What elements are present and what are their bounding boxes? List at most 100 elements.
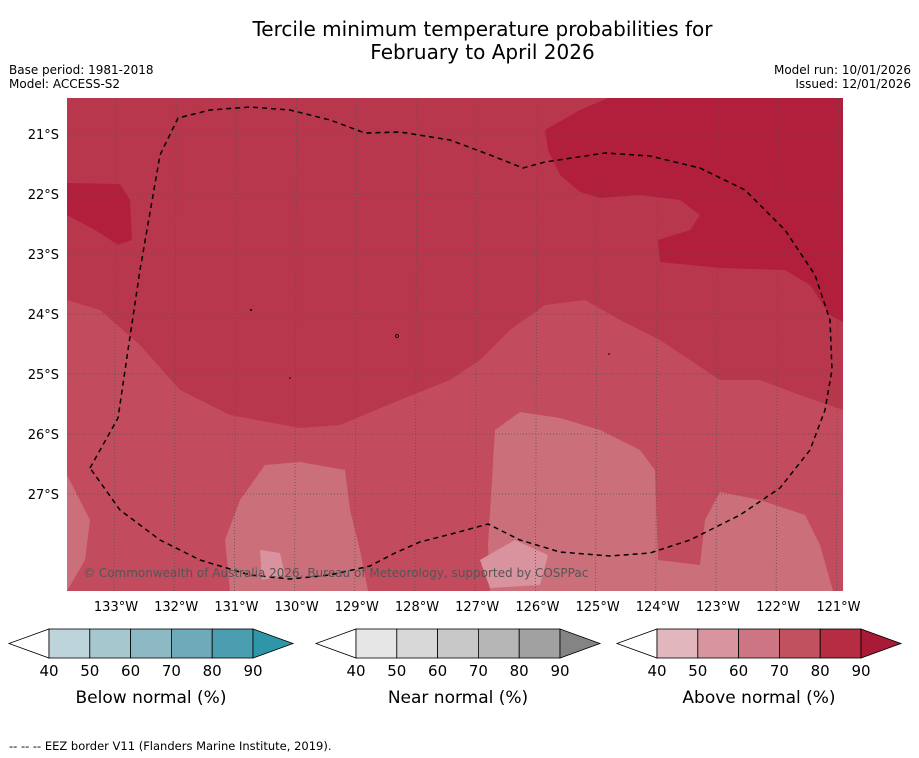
model-label: Model: ACCESS-S2 <box>9 77 121 91</box>
colorbar-max-extension <box>559 628 602 659</box>
colorbar-tick-label: 60 <box>729 662 748 680</box>
lon-gridline <box>715 98 719 591</box>
region-70-east <box>488 412 833 591</box>
colorbar-label: Below normal (%) <box>76 688 227 708</box>
colorbar-segment <box>437 628 479 659</box>
colorbar-max-extension <box>860 628 903 659</box>
colorbar-tick-label: 50 <box>80 662 99 680</box>
colorbar-segment <box>355 628 398 659</box>
colorbar-min-extension <box>615 628 658 659</box>
colorbar-segment <box>130 628 172 659</box>
map-plot <box>67 98 843 591</box>
lat-label: 23°S <box>28 248 59 263</box>
meta-right: Model run: 10/01/2026 Issued: 12/01/2026 <box>774 63 911 91</box>
lon-gridline <box>836 98 839 591</box>
lon-label: 130°W <box>275 600 319 615</box>
colorbars: 40 50 60 70 80 90 Below normal (%) 40 50 60 70 80 90… <box>7 628 903 708</box>
colorbar-label: Near normal (%) <box>388 688 528 708</box>
lat-label: 25°S <box>28 368 59 383</box>
colorbar-label: Above normal (%) <box>682 688 835 708</box>
colorbar-tick-label: 70 <box>770 662 789 680</box>
model-run-label: Model run: 10/01/2026 <box>773 63 911 77</box>
island-1 <box>250 309 252 311</box>
colorbar-tick-label: 60 <box>121 662 140 680</box>
lon-gridline <box>173 98 177 591</box>
footer-note: -- -- -- EEZ border V11 (Flanders Marine… <box>9 739 332 753</box>
colorbar-segment <box>656 628 699 659</box>
lat-gridlines <box>67 133 843 495</box>
lon-label: 125°W <box>576 600 620 615</box>
colorbar-segment <box>211 628 254 659</box>
lon-gridline <box>655 98 659 591</box>
colorbar-tick-label: 50 <box>688 662 707 680</box>
eez-border <box>89 106 833 580</box>
base-period-label: Base period: 1981-2018 <box>9 63 154 77</box>
colorbar-tick-label: 50 <box>387 662 406 680</box>
lon-gridline <box>354 98 358 591</box>
map-title: Tercile minimum temperature probabilitie… <box>0 18 919 64</box>
region-60-a <box>260 550 285 580</box>
colorbar-tick-label: 40 <box>39 662 58 680</box>
lon-gridline <box>595 98 598 591</box>
colorbar-segment <box>697 628 739 659</box>
colorbar-tick-label: 70 <box>162 662 181 680</box>
island-3 <box>395 334 399 338</box>
lon-gridline <box>414 98 418 591</box>
island-4 <box>608 353 610 355</box>
colorbar-tick-label: 80 <box>510 662 529 680</box>
colorbar-segment <box>396 628 438 659</box>
lon-labels: 133°W 132°W 131°W 130°W 129°W 128°W 127°W 126°W… <box>94 600 861 615</box>
colorbar-tick-label: 40 <box>647 662 666 680</box>
colorbar-segment <box>518 628 561 659</box>
colorbar-min-extension <box>314 628 357 659</box>
region-60-b <box>480 540 548 588</box>
colorbar-tick-label: 60 <box>428 662 447 680</box>
colorbar-segment <box>48 628 91 659</box>
colorbar-min-extension <box>7 628 50 659</box>
colorbar-tick-label: 70 <box>469 662 488 680</box>
lon-gridline <box>294 98 298 591</box>
region-95-w <box>67 183 132 245</box>
colorbar: 40 50 60 70 80 90 Above normal (%) <box>615 628 903 708</box>
colorbar-tick-label: 40 <box>346 662 365 680</box>
colorbar-segment <box>779 628 821 659</box>
lat-label: 27°S <box>28 488 59 503</box>
colorbar-segment <box>170 628 213 659</box>
colorbar-tick-label: 90 <box>243 662 262 680</box>
lat-label: 26°S <box>28 428 59 443</box>
lon-gridline <box>775 98 779 591</box>
lon-label: 124°W <box>636 600 680 615</box>
lon-label: 128°W <box>395 600 439 615</box>
lon-label: 121°W <box>816 600 860 615</box>
lat-labels: 21°S 22°S 23°S 24°S 25°S 26°S 27°S <box>28 128 59 503</box>
lat-label: 22°S <box>28 188 59 203</box>
island-2 <box>289 377 291 379</box>
colorbar-segment <box>89 628 132 659</box>
colorbar-tick-label: 90 <box>851 662 870 680</box>
meta-left: Base period: 1981-2018 Model: ACCESS-S2 <box>9 63 154 91</box>
issued-label: Issued: 12/01/2026 <box>795 77 911 91</box>
title-line-1: Tercile minimum temperature probabilitie… <box>252 17 713 41</box>
lon-label: 126°W <box>515 600 559 615</box>
lon-label: 123°W <box>696 600 740 615</box>
colorbar-tick-label: 80 <box>811 662 830 680</box>
colorbar: 40 50 60 70 80 90 Below normal (%) <box>7 628 295 708</box>
colorbar-segment <box>738 628 780 659</box>
lon-label: 131°W <box>214 600 258 615</box>
colorbar-tick-label: 90 <box>550 662 569 680</box>
lon-gridline <box>474 98 478 591</box>
lon-gridline <box>113 98 117 591</box>
colorbar-tick-label: 80 <box>203 662 222 680</box>
colorbar-max-extension <box>252 628 295 659</box>
region-95-ne <box>545 98 843 322</box>
lon-label: 129°W <box>335 600 379 615</box>
lon-label: 122°W <box>756 600 800 615</box>
colorbar-segment <box>819 628 862 659</box>
title-line-2: February to April 2026 <box>370 40 595 64</box>
colorbar: 40 50 60 70 80 90 Near normal (%) <box>314 628 602 708</box>
lon-label: 127°W <box>455 600 499 615</box>
lon-label: 133°W <box>94 600 138 615</box>
copyright-text: © Commonwealth of Australia 2026, Bureau… <box>83 566 588 580</box>
lon-label: 132°W <box>154 600 198 615</box>
